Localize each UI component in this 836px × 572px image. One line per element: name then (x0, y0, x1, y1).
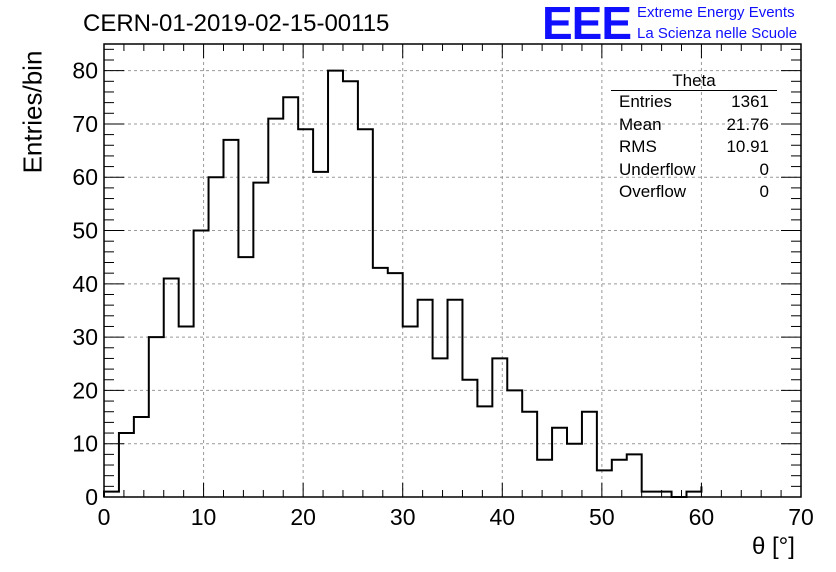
stats-row: RMS 10.91 (611, 136, 777, 159)
stats-row: Underflow 0 (611, 159, 777, 182)
stats-value: 0 (759, 182, 769, 201)
stats-row: Entries 1361 (611, 91, 777, 114)
x-tick-label: 70 (788, 504, 814, 530)
x-tick-label: 10 (191, 504, 217, 530)
x-tick-label: 30 (390, 504, 416, 530)
x-tick-label: 50 (589, 504, 615, 530)
y-tick-label: 70 (72, 111, 98, 137)
histogram-series (103, 69, 703, 498)
stats-label: Overflow (619, 182, 687, 201)
stats-label: Mean (619, 114, 662, 134)
y-tick-label: 60 (72, 164, 98, 190)
y-tick-label: 80 (72, 58, 98, 84)
y-tick-label: 20 (72, 377, 98, 403)
x-tick-label: 20 (290, 504, 316, 530)
stats-label: Underflow (619, 159, 696, 179)
stats-title: Theta (611, 71, 777, 91)
stats-value: 10.91 (726, 137, 769, 156)
x-tick-label: 60 (689, 504, 715, 530)
stats-label: RMS (619, 137, 657, 156)
eee-logo: EEE (542, 0, 632, 49)
y-tick-label: 40 (72, 271, 98, 297)
stats-value: 21.76 (726, 114, 769, 134)
y-tick-label: 30 (72, 324, 98, 350)
y-tick-label: 10 (72, 431, 98, 457)
stats-row: Overflow 0 (611, 181, 777, 204)
y-axis-label: Entries/bin (17, 50, 48, 174)
logo-line-1: Extreme Energy Events (637, 4, 795, 21)
stats-label: Entries (619, 92, 672, 111)
stats-row: Mean 21.76 (611, 114, 777, 137)
stats-value: 1361 (731, 92, 769, 111)
logo-line-2: La Scienza nelle Scuole (637, 25, 798, 42)
run-title: CERN-01-2019-02-15-00115 (83, 10, 390, 37)
plot-frame (103, 43, 802, 498)
x-tick-label: 0 (98, 504, 111, 530)
stats-value: 0 (759, 159, 769, 179)
y-tick-label: 50 (72, 218, 98, 244)
stats-box: Theta Entries 1361 Mean 21.76 RMS 10.91 … (611, 71, 777, 204)
y-tick-label: 0 (85, 484, 98, 510)
x-axis-label: θ [°] (752, 533, 795, 560)
x-tick-label: 40 (489, 504, 515, 530)
